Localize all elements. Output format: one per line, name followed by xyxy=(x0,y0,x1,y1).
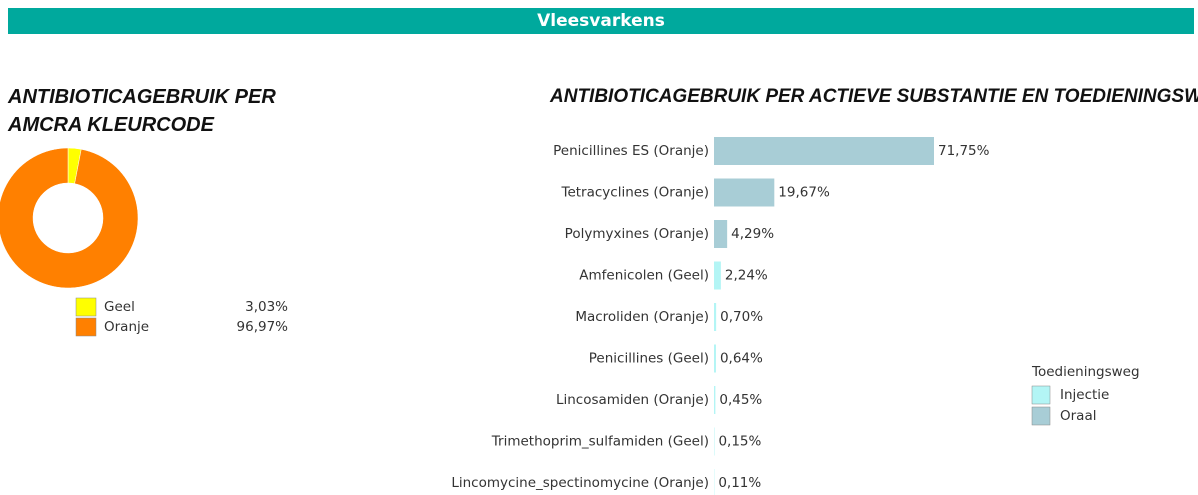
bar xyxy=(714,220,728,248)
legend-swatch xyxy=(75,297,97,317)
legend-title: Toedieningsweg xyxy=(1031,364,1140,380)
legend-label: Injectie xyxy=(1060,387,1109,403)
value-label: 2,24% xyxy=(725,268,768,284)
legend-swatch xyxy=(1031,385,1051,405)
legend-swatch xyxy=(1031,406,1051,426)
header-title: Vleesvarkens xyxy=(8,8,1194,34)
bar xyxy=(714,344,716,373)
value-label: 71,75% xyxy=(938,143,990,159)
category-label: Penicillines ES (Oranje) xyxy=(553,143,709,159)
category-label: Polymyxines (Oranje) xyxy=(565,226,709,242)
donut-slice xyxy=(0,147,139,289)
legend-label: Geel xyxy=(104,299,135,315)
category-label: Trimethoprim_sulfamiden (Geel) xyxy=(491,434,709,450)
value-label: 0,45% xyxy=(719,392,762,408)
legend-label: Oranje xyxy=(104,319,149,335)
bar xyxy=(714,303,717,331)
category-label: Lincomycine_spectinomycine (Oranje) xyxy=(451,475,709,491)
chart-title: ANTIBIOTICAGEBRUIK PER AMCRA KLEURCODE xyxy=(8,86,276,136)
category-label: Tetracyclines (Oranje) xyxy=(561,185,710,201)
category-label: Macroliden (Oranje) xyxy=(575,309,709,325)
value-label: 4,29% xyxy=(731,226,774,242)
category-label: Penicillines (Geel) xyxy=(589,351,709,367)
legend-value: 96,97% xyxy=(237,319,289,335)
value-label: 0,15% xyxy=(718,434,761,450)
bar xyxy=(714,386,716,414)
bar xyxy=(714,261,721,290)
value-label: 0,70% xyxy=(720,309,763,325)
legend-swatch xyxy=(75,317,97,337)
bar xyxy=(714,178,775,207)
value-label: 19,67% xyxy=(778,185,830,201)
legend-value: 3,03% xyxy=(245,299,288,315)
value-label: 0,64% xyxy=(720,351,763,367)
value-label: 0,11% xyxy=(718,475,761,491)
bar xyxy=(714,137,934,165)
category-label: Lincosamiden (Oranje) xyxy=(556,392,709,408)
chart-title: ANTIBIOTICAGEBRUIK PER ACTIEVE SUBSTANTI… xyxy=(550,86,1198,107)
legend-label: Oraal xyxy=(1060,408,1096,424)
category-label: Amfenicolen (Geel) xyxy=(579,268,709,284)
